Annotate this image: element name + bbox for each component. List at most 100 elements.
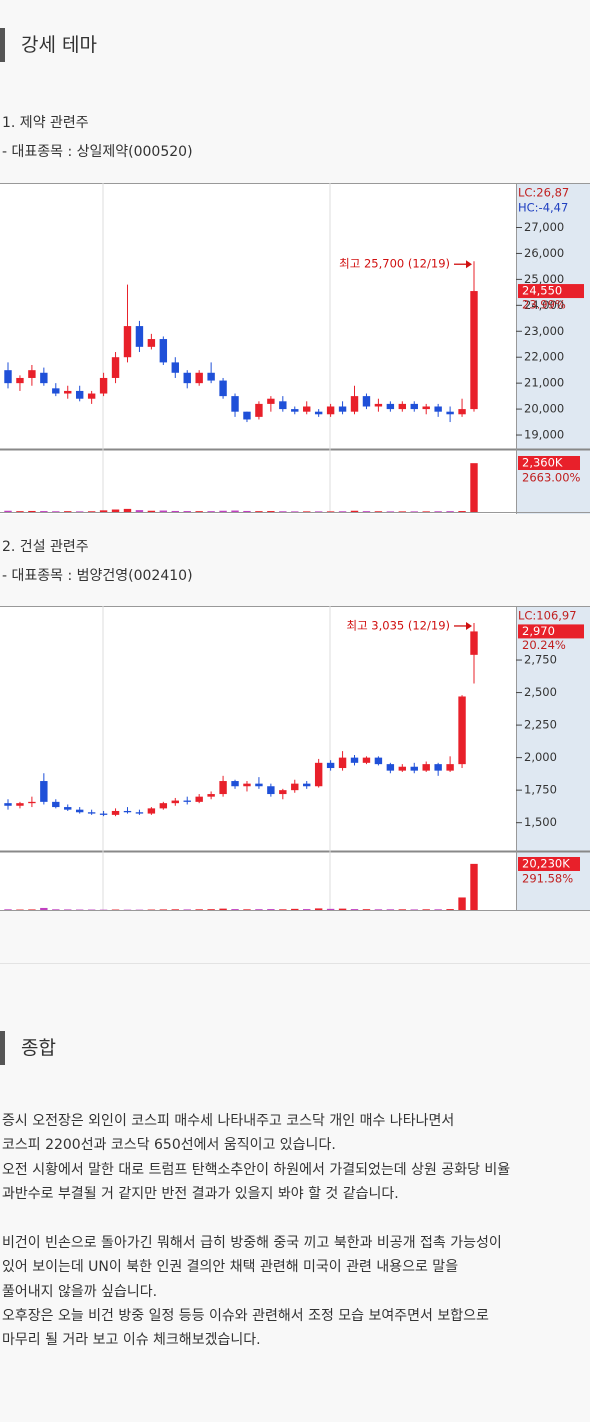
volume-bar xyxy=(267,909,275,910)
candle-body xyxy=(195,372,203,384)
volume-bar xyxy=(267,511,275,512)
volume-bar xyxy=(338,511,347,512)
text-line: 오후장은 오늘 비건 방중 일정 등등 이슈와 관련해서 조정 모습 보여주면서… xyxy=(2,1307,489,1324)
plot-bg xyxy=(0,183,516,514)
candle-body xyxy=(171,800,179,804)
volume-bar xyxy=(314,908,323,910)
text-line: 오전 시황에서 말한 대로 트럼프 탄핵소추안이 하원에서 가결되었는데 상원 … xyxy=(2,1161,511,1178)
text-line: 과반수로 부결될 거 같지만 반전 결과가 있을지 봐야 할 것 같습니다. xyxy=(2,1185,399,1202)
volume-bar xyxy=(111,509,120,512)
candle-body xyxy=(231,781,239,787)
candle-body xyxy=(207,794,215,797)
volume-bar xyxy=(231,510,239,512)
candle-body xyxy=(398,403,407,410)
text-line: 증시 오전장은 외인이 코스피 매수세 나타내주고 코스닥 개인 매수 나타나면… xyxy=(2,1113,455,1129)
candle-body xyxy=(231,396,239,412)
volume-bar xyxy=(159,510,168,512)
volume-bar xyxy=(422,511,430,512)
section-title: 종합 xyxy=(0,1031,56,1065)
lc-label: LC:26,87 xyxy=(518,186,569,200)
volume-bar xyxy=(219,908,227,910)
volume-bar xyxy=(470,863,478,910)
change-label: 23.99% xyxy=(522,298,566,312)
candle-body xyxy=(171,362,179,373)
volume-bar xyxy=(410,511,418,512)
volume-bar xyxy=(75,511,84,512)
candle-body xyxy=(243,411,251,420)
paragraph: 비건이 빈손으로 돌아가긴 뭐해서 급히 방중해 중국 끼고 북한과 비공개 접… xyxy=(2,1231,502,1352)
volume-bar xyxy=(434,511,442,512)
candle-body xyxy=(4,803,12,806)
annotation-arrowhead xyxy=(466,260,472,269)
volume-bar xyxy=(374,909,383,910)
section-title: 강세 테마 xyxy=(0,28,97,62)
candle-body xyxy=(279,790,287,795)
volume-bar xyxy=(326,908,335,910)
candle-body xyxy=(326,406,335,415)
volume-bar xyxy=(410,909,418,910)
volume-bar xyxy=(398,909,407,910)
y-tick-label: 2,500 xyxy=(524,685,557,699)
paragraph: 증시 오전장은 외인이 코스피 매수세 나타내주고 코스닥 개인 매수 나타나면… xyxy=(2,1109,510,1206)
volume-bar xyxy=(470,463,478,512)
volume-bar xyxy=(147,510,156,512)
candle-body xyxy=(374,403,383,407)
candle-body xyxy=(147,339,156,347)
volume-bar xyxy=(374,511,383,512)
candle-body xyxy=(111,357,120,378)
candle-body xyxy=(87,393,96,399)
candle-body xyxy=(207,372,215,381)
volume-bar xyxy=(195,909,203,910)
volume-bar xyxy=(350,909,359,910)
candle-body xyxy=(386,764,395,771)
volume-bar xyxy=(159,909,168,910)
text-line: 있어 보이는데 UN이 북한 인권 결의안 채택 관련해 미국이 관련 내용으로… xyxy=(2,1259,459,1276)
y-tick-label: 20,000 xyxy=(524,402,564,416)
volume-bar xyxy=(207,511,215,512)
candle-body xyxy=(64,390,72,394)
volume-bar xyxy=(279,909,287,910)
candle-body xyxy=(398,766,407,771)
volume-bar xyxy=(291,511,299,512)
volume-bar xyxy=(303,511,311,512)
candle-body xyxy=(350,396,359,412)
candle-body xyxy=(4,370,12,384)
volume-bar xyxy=(446,909,454,910)
volume-bar xyxy=(16,511,24,512)
candle-body xyxy=(303,406,311,412)
price-badge xyxy=(518,624,584,639)
candle-body xyxy=(87,812,96,814)
volume-bar xyxy=(422,909,430,910)
volume-bar xyxy=(326,511,335,512)
candle-body xyxy=(362,757,371,763)
volume-bar xyxy=(171,909,179,910)
volume-bar xyxy=(183,511,191,512)
text-line: 비건이 빈손으로 돌아가긴 뭐해서 급히 방중해 중국 끼고 북한과 비공개 접… xyxy=(2,1235,502,1251)
volume-badge xyxy=(518,857,580,871)
volume-bar xyxy=(64,511,72,512)
candle-body xyxy=(279,401,287,410)
candle-body xyxy=(135,812,144,814)
candle-body xyxy=(135,326,144,347)
volume-bar xyxy=(386,511,395,512)
volume-badge xyxy=(518,456,580,470)
volume-bar xyxy=(64,909,72,910)
volume-bar xyxy=(4,510,12,512)
volume-bar xyxy=(243,909,251,910)
candle-body xyxy=(338,757,347,769)
candle-body xyxy=(350,757,359,763)
candle-body xyxy=(123,810,132,813)
volume-change: 291.58% xyxy=(522,872,573,886)
candle-body xyxy=(422,764,430,771)
price-label: 24,550 xyxy=(522,284,562,298)
candle-body xyxy=(64,807,72,810)
volume-bar xyxy=(398,511,407,512)
volume-bar xyxy=(99,510,108,512)
volume-bar xyxy=(40,511,48,512)
volume-bar xyxy=(28,510,36,512)
price-badge xyxy=(518,284,584,299)
volume-bar xyxy=(446,511,454,512)
candle-body xyxy=(458,696,466,765)
candle-body xyxy=(362,396,371,407)
volume-change: 2663.00% xyxy=(522,471,581,485)
